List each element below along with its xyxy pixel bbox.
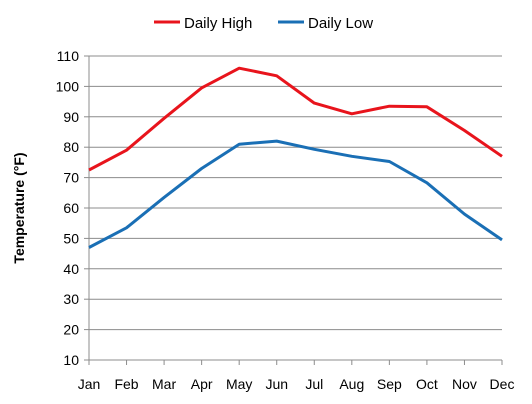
y-tick-label: 70	[63, 170, 79, 186]
axes	[84, 55, 503, 365]
x-tick-label-may: May	[226, 376, 252, 392]
x-tick-label-dec: Dec	[490, 376, 515, 392]
series-line-daily-high	[88, 66, 503, 172]
y-tick-label: 90	[63, 109, 79, 125]
legend-item-daily-low: Daily Low	[278, 15, 373, 32]
y-tick-label: 40	[63, 261, 79, 277]
legend: Daily High Daily Low	[154, 15, 373, 32]
y-axis-title: Temperature (°F)	[11, 152, 27, 263]
legend-label-daily-high: Daily High	[184, 15, 252, 32]
x-tick-label-mar: Mar	[152, 376, 176, 392]
x-tick-label-aug: Aug	[339, 376, 364, 392]
y-tick-label: 110	[57, 48, 80, 64]
series-line-daily-low	[88, 139, 503, 249]
x-tick-label-sep: Sep	[377, 376, 402, 392]
y-tick-label: 30	[63, 291, 79, 307]
x-tick-label-apr: Apr	[191, 376, 213, 392]
legend-item-daily-high: Daily High	[154, 15, 252, 32]
y-tick-label: 50	[63, 230, 79, 246]
x-tick-labels: Jan Feb Mar Apr May Jun Jul Aug Sep Oct Nov Dec	[78, 376, 515, 392]
y-tick-label: 80	[63, 139, 79, 155]
y-tick-label: 60	[63, 200, 79, 216]
x-tick-label-feb: Feb	[114, 376, 138, 392]
y-tick-label: 20	[63, 322, 79, 338]
legend-label-daily-low: Daily Low	[308, 15, 373, 32]
y-tick-label: 100	[56, 78, 80, 94]
y-tick-labels: 10 20 30 40 50 60 70 80 90 100 110	[56, 48, 80, 368]
y-tick-label: 10	[63, 352, 79, 368]
x-tick-label-jun: Jun	[265, 376, 288, 392]
x-tick-label-jan: Jan	[78, 376, 101, 392]
x-tick-label-oct: Oct	[416, 376, 438, 392]
x-tick-label-jul: Jul	[305, 376, 323, 392]
x-tick-label-nov: Nov	[452, 376, 477, 392]
gridlines	[89, 55, 502, 361]
series-lines	[88, 66, 503, 249]
